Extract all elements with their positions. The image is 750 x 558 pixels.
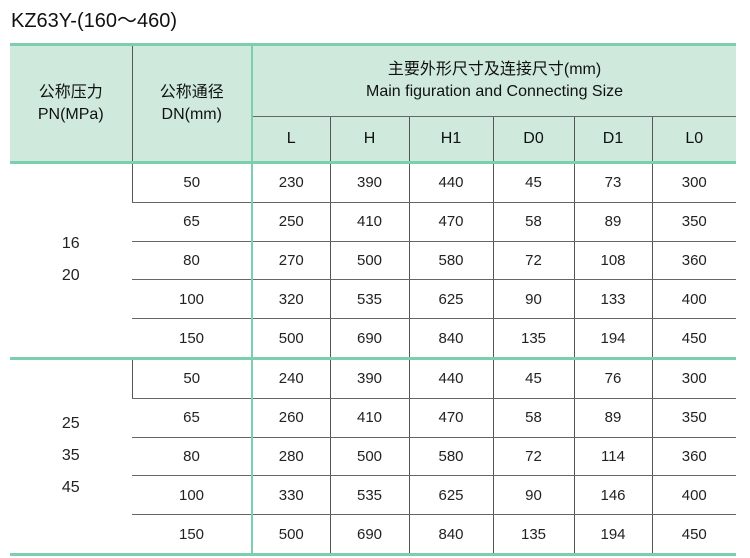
table-cell: 135	[492, 514, 574, 556]
table-cell: 108	[573, 241, 652, 281]
table-cell: 65	[132, 398, 252, 438]
table-cell: 330	[251, 475, 330, 516]
table-cell: 58	[492, 398, 574, 438]
table-cell: 89	[573, 398, 652, 438]
table-cell: 470	[408, 202, 493, 242]
table-cell: 360	[651, 437, 737, 477]
table-cell: 280	[251, 437, 330, 477]
table-cell: 58	[492, 202, 574, 242]
pressure-value: 35	[61, 447, 80, 465]
table-row: 150 500 690 840 135 194 450	[10, 514, 737, 556]
table-cell: 580	[408, 437, 493, 477]
table-cell: 360	[651, 241, 737, 281]
table-row: 100 330 535 625 90 146 400	[10, 475, 737, 516]
table-cell: 690	[329, 318, 409, 360]
table-cell: 76	[573, 358, 652, 399]
table-cell: 146	[573, 475, 652, 516]
table-cell: 390	[329, 358, 409, 399]
table-cell: 410	[329, 398, 409, 438]
table-cell: 72	[492, 241, 574, 281]
table-cell: 500	[251, 514, 330, 556]
table-cell: 150	[132, 514, 252, 556]
column-header: D0	[492, 116, 574, 164]
table-row: 25 35 45 50 240 390 440 45 76 300	[10, 358, 737, 556]
table-cell: 535	[329, 279, 409, 320]
table-cell: 350	[651, 398, 737, 438]
table-cell: 194	[573, 318, 652, 360]
table-cell: 230	[251, 162, 330, 203]
table-cell: 320	[251, 279, 330, 320]
table-row: 150 500 690 840 135 194 450	[10, 318, 737, 360]
table-cell: 580	[408, 241, 493, 281]
table-row: 80 280 500 580 72 114 360	[10, 437, 737, 477]
column-header: H1	[408, 116, 493, 164]
table-cell: 73	[573, 162, 652, 203]
table-cell: 133	[573, 279, 652, 320]
table-cell: 80	[132, 437, 252, 477]
table-cell: 80	[132, 241, 252, 281]
table-cell: 690	[329, 514, 409, 556]
table-row: 80 270 500 580 72 108 360	[10, 241, 737, 281]
table-cell: 400	[651, 279, 737, 320]
table-cell: 450	[651, 318, 737, 360]
table-cell: 89	[573, 202, 652, 242]
pressure-value: 25	[61, 415, 80, 433]
table-cell: 500	[251, 318, 330, 360]
table-cell: 50	[131, 162, 252, 203]
table-cell: 45	[492, 358, 574, 399]
column-header: D1	[573, 116, 652, 164]
table-cell: 135	[492, 318, 574, 360]
column-header: L0	[651, 116, 737, 164]
table-cell: 350	[651, 202, 737, 242]
pressure-cell: 25 35 45	[10, 358, 132, 556]
table-row: 100 320 535 625 90 133 400	[10, 279, 737, 320]
table-cell: 440	[408, 162, 493, 203]
table-cell: 150	[132, 318, 252, 360]
table-cell: 114	[573, 437, 652, 477]
table-row: 65 260 410 470 58 89 350	[10, 398, 737, 438]
table-cell: 470	[408, 398, 493, 438]
table-cell: 500	[329, 241, 409, 281]
table-cell: 100	[132, 279, 252, 320]
table-cell: 440	[408, 358, 493, 399]
table-cell: 300	[651, 162, 737, 203]
column-header: H	[329, 116, 409, 164]
table-cell: 240	[251, 358, 330, 399]
table-cell: 90	[492, 475, 574, 516]
table-cell: 840	[408, 514, 493, 556]
page-title: KZ63Y-(160～460)	[11, 10, 178, 32]
table-cell: 45	[492, 162, 574, 203]
column-header: L	[251, 116, 330, 164]
header-dn: 公称通径 DN(mm)	[131, 43, 252, 164]
table-cell: 625	[408, 475, 493, 516]
dimensions-table: 公称压力 PN(MPa) 公称通径 DN(mm) 主要外形尺寸及连接尺寸(mm) Ma…	[10, 43, 737, 556]
pressure-cell: 16 20	[10, 162, 132, 360]
table-cell: 50	[131, 358, 252, 399]
pressure-value: 20	[61, 267, 80, 285]
table-cell: 72	[492, 437, 574, 477]
table-cell: 410	[329, 202, 409, 242]
table-cell: 535	[329, 475, 409, 516]
pressure-value: 45	[61, 479, 80, 497]
table-cell: 840	[408, 318, 493, 360]
table-row: 65 250 410 470 58 89 350	[10, 202, 737, 242]
table-cell: 250	[251, 202, 330, 242]
table-cell: 400	[651, 475, 737, 516]
table-cell: 90	[492, 279, 574, 320]
table-cell: 625	[408, 279, 493, 320]
table-cell: 65	[132, 202, 252, 242]
table-cell: 260	[251, 398, 330, 438]
table-cell: 450	[651, 514, 737, 556]
table-cell: 194	[573, 514, 652, 556]
pressure-value: 16	[61, 235, 80, 253]
table-cell: 300	[651, 358, 737, 399]
table-cell: 500	[329, 437, 409, 477]
table-row: 16 20 50 230 390 440 45 73 300	[10, 162, 737, 360]
table-cell: 390	[329, 162, 409, 203]
table-cell: 270	[251, 241, 330, 281]
header-dimensions: 主要外形尺寸及连接尺寸(mm) Main figuration and Conne…	[250, 43, 737, 117]
header-pn: 公称压力 PN(MPa)	[10, 43, 132, 164]
table-cell: 100	[132, 475, 252, 516]
